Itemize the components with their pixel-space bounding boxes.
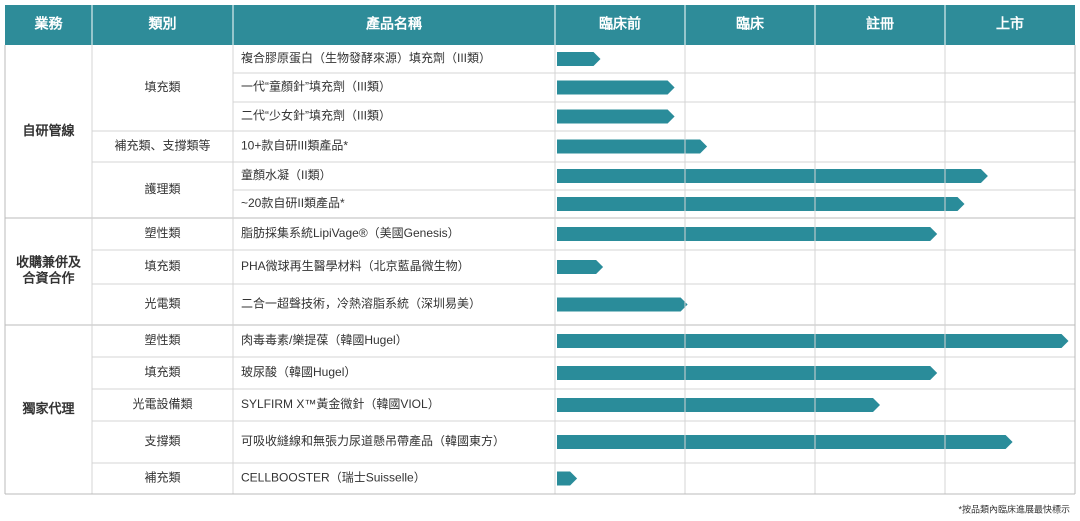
header-label: 產品名稱 bbox=[365, 16, 422, 32]
header-label: 上市 bbox=[996, 16, 1024, 32]
segment-label: 收購兼併及合資合作 bbox=[16, 255, 82, 286]
category-label: 補充類、支撐類等 bbox=[114, 138, 210, 153]
progress-arrow bbox=[557, 169, 988, 183]
category-label: 填充類 bbox=[144, 364, 180, 379]
progress-arrow bbox=[557, 80, 675, 95]
header-label: 臨床前 bbox=[599, 16, 641, 32]
product-name: ~20款自研II類產品* bbox=[241, 195, 345, 210]
footnote: *按品類內臨床進展最快標示 bbox=[958, 503, 1070, 514]
progress-arrow bbox=[557, 52, 601, 66]
progress-arrow bbox=[557, 227, 938, 241]
progress-arrow bbox=[557, 139, 708, 154]
category-label: 填充類 bbox=[144, 258, 180, 273]
product-name: PHA微球再生醫學材料（北京藍晶微生物） bbox=[241, 259, 470, 273]
progress-arrow bbox=[557, 197, 965, 211]
category-label: 補充類 bbox=[144, 470, 180, 485]
progress-arrow bbox=[557, 471, 578, 486]
product-name: 二代“少女針”填充劑（III類） bbox=[241, 108, 391, 123]
category-label: 護理類 bbox=[144, 181, 180, 196]
progress-arrow bbox=[557, 260, 604, 274]
progress-arrow bbox=[557, 297, 688, 312]
segment-label: 自研管線 bbox=[22, 123, 75, 138]
header-label: 業務 bbox=[34, 16, 64, 32]
header-label: 註冊 bbox=[866, 16, 894, 32]
product-name: 10+款自研III類產品* bbox=[241, 138, 348, 153]
progress-arrow bbox=[557, 109, 675, 124]
progress-arrow bbox=[557, 435, 1013, 449]
product-name: 一代“童顏針”填充劑（III類） bbox=[241, 79, 391, 94]
category-label: 光電類 bbox=[144, 297, 180, 311]
header-bar bbox=[5, 5, 1075, 45]
product-name: 玻尿酸（韓國Hugel） bbox=[241, 364, 356, 379]
product-name: 肉毒毒素/樂提葆（韓國Hugel） bbox=[241, 332, 408, 347]
progress-arrow bbox=[557, 366, 938, 380]
product-name: 二合一超聲技術，冷熱溶脂系統（深圳易美） bbox=[241, 296, 481, 311]
product-name: CELLBOOSTER（瑞士Suisselle） bbox=[241, 471, 426, 485]
category-label: 光電設備類 bbox=[132, 396, 192, 411]
progress-arrow bbox=[557, 398, 880, 412]
product-name: 脂肪採集系統LipiVage®（美國Genesis） bbox=[241, 225, 460, 240]
header-label: 臨床 bbox=[736, 16, 765, 32]
category-label: 塑性類 bbox=[144, 332, 180, 347]
product-name: 複合膠原蛋白（生物發酵來源）填充劑（III類） bbox=[241, 50, 491, 65]
category-label: 填充類 bbox=[144, 79, 180, 94]
product-name: 童顏水凝（II類） bbox=[241, 167, 332, 182]
segment-label: 獨家代理 bbox=[21, 401, 74, 416]
category-label: 支撐類 bbox=[144, 434, 180, 448]
category-label: 塑性類 bbox=[144, 225, 180, 240]
progress-arrow bbox=[557, 334, 1069, 348]
header-label: 類別 bbox=[148, 16, 177, 32]
product-name: 可吸收縫線和無張力尿道懸吊帶產品（韓國東方） bbox=[241, 433, 505, 448]
product-name: SYLFIRM X™黃金微針（韓國VIOL） bbox=[241, 396, 440, 411]
